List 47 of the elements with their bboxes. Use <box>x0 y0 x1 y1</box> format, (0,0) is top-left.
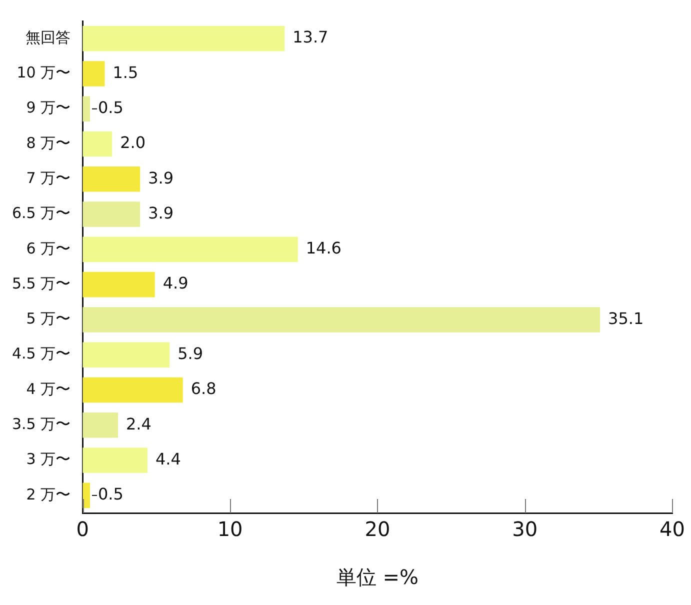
data-label: 2.0 <box>120 133 146 152</box>
x-tick-label: 40 <box>660 517 685 542</box>
bar <box>82 26 285 52</box>
data-label: 1.5 <box>112 62 138 82</box>
data-label: 2.4 <box>126 414 152 434</box>
y-tick-label: 無回答 <box>26 28 71 46</box>
bar <box>82 272 155 298</box>
y-tick-label: 8 万〜 <box>26 134 71 152</box>
x-tick-label: 0 <box>76 517 89 542</box>
bar <box>82 61 105 86</box>
bar <box>82 412 118 438</box>
bar <box>82 448 148 473</box>
y-tick-label: 6 万〜 <box>26 239 71 258</box>
data-label: 3.9 <box>148 203 174 222</box>
data-label: 13.7 <box>292 28 328 47</box>
data-label: 4.4 <box>155 449 181 468</box>
bar <box>82 236 298 262</box>
x-tick-label: 30 <box>512 517 538 542</box>
y-tick-label: 6.5 万〜 <box>12 204 71 222</box>
y-tick-label: 3.5 万〜 <box>12 415 71 434</box>
y-tick-label: 7 万〜 <box>26 169 71 188</box>
bar <box>82 131 112 157</box>
data-label: 0.5 <box>98 484 124 504</box>
data-label: 4.9 <box>162 274 188 293</box>
y-tick-label: 10 万〜 <box>16 64 71 82</box>
data-label: 6.8 <box>190 379 216 398</box>
y-tick-label: 5 万〜 <box>26 310 71 328</box>
x-axis-title: 単位 =% <box>336 565 419 590</box>
x-tick-label: 10 <box>217 517 243 542</box>
y-tick-label: 4.5 万〜 <box>12 344 71 363</box>
y-tick-label: 4 万〜 <box>26 380 71 398</box>
bar <box>82 307 600 332</box>
bar <box>82 202 140 227</box>
x-tick-label: 20 <box>364 517 390 542</box>
y-tick-label: 5.5 万〜 <box>12 274 71 292</box>
data-label: 5.9 <box>178 344 204 364</box>
bar <box>82 166 140 192</box>
bar <box>82 377 183 403</box>
data-label: 14.6 <box>306 238 342 258</box>
data-label: 3.9 <box>148 168 174 188</box>
y-tick-label: 9 万〜 <box>26 98 71 117</box>
y-tick-label: 2 万〜 <box>26 485 71 504</box>
bar <box>82 342 170 368</box>
y-tick-label: 3 万〜 <box>26 450 71 468</box>
bar <box>82 96 90 122</box>
data-label: 0.5 <box>98 98 124 118</box>
data-label: 35.1 <box>608 308 644 328</box>
